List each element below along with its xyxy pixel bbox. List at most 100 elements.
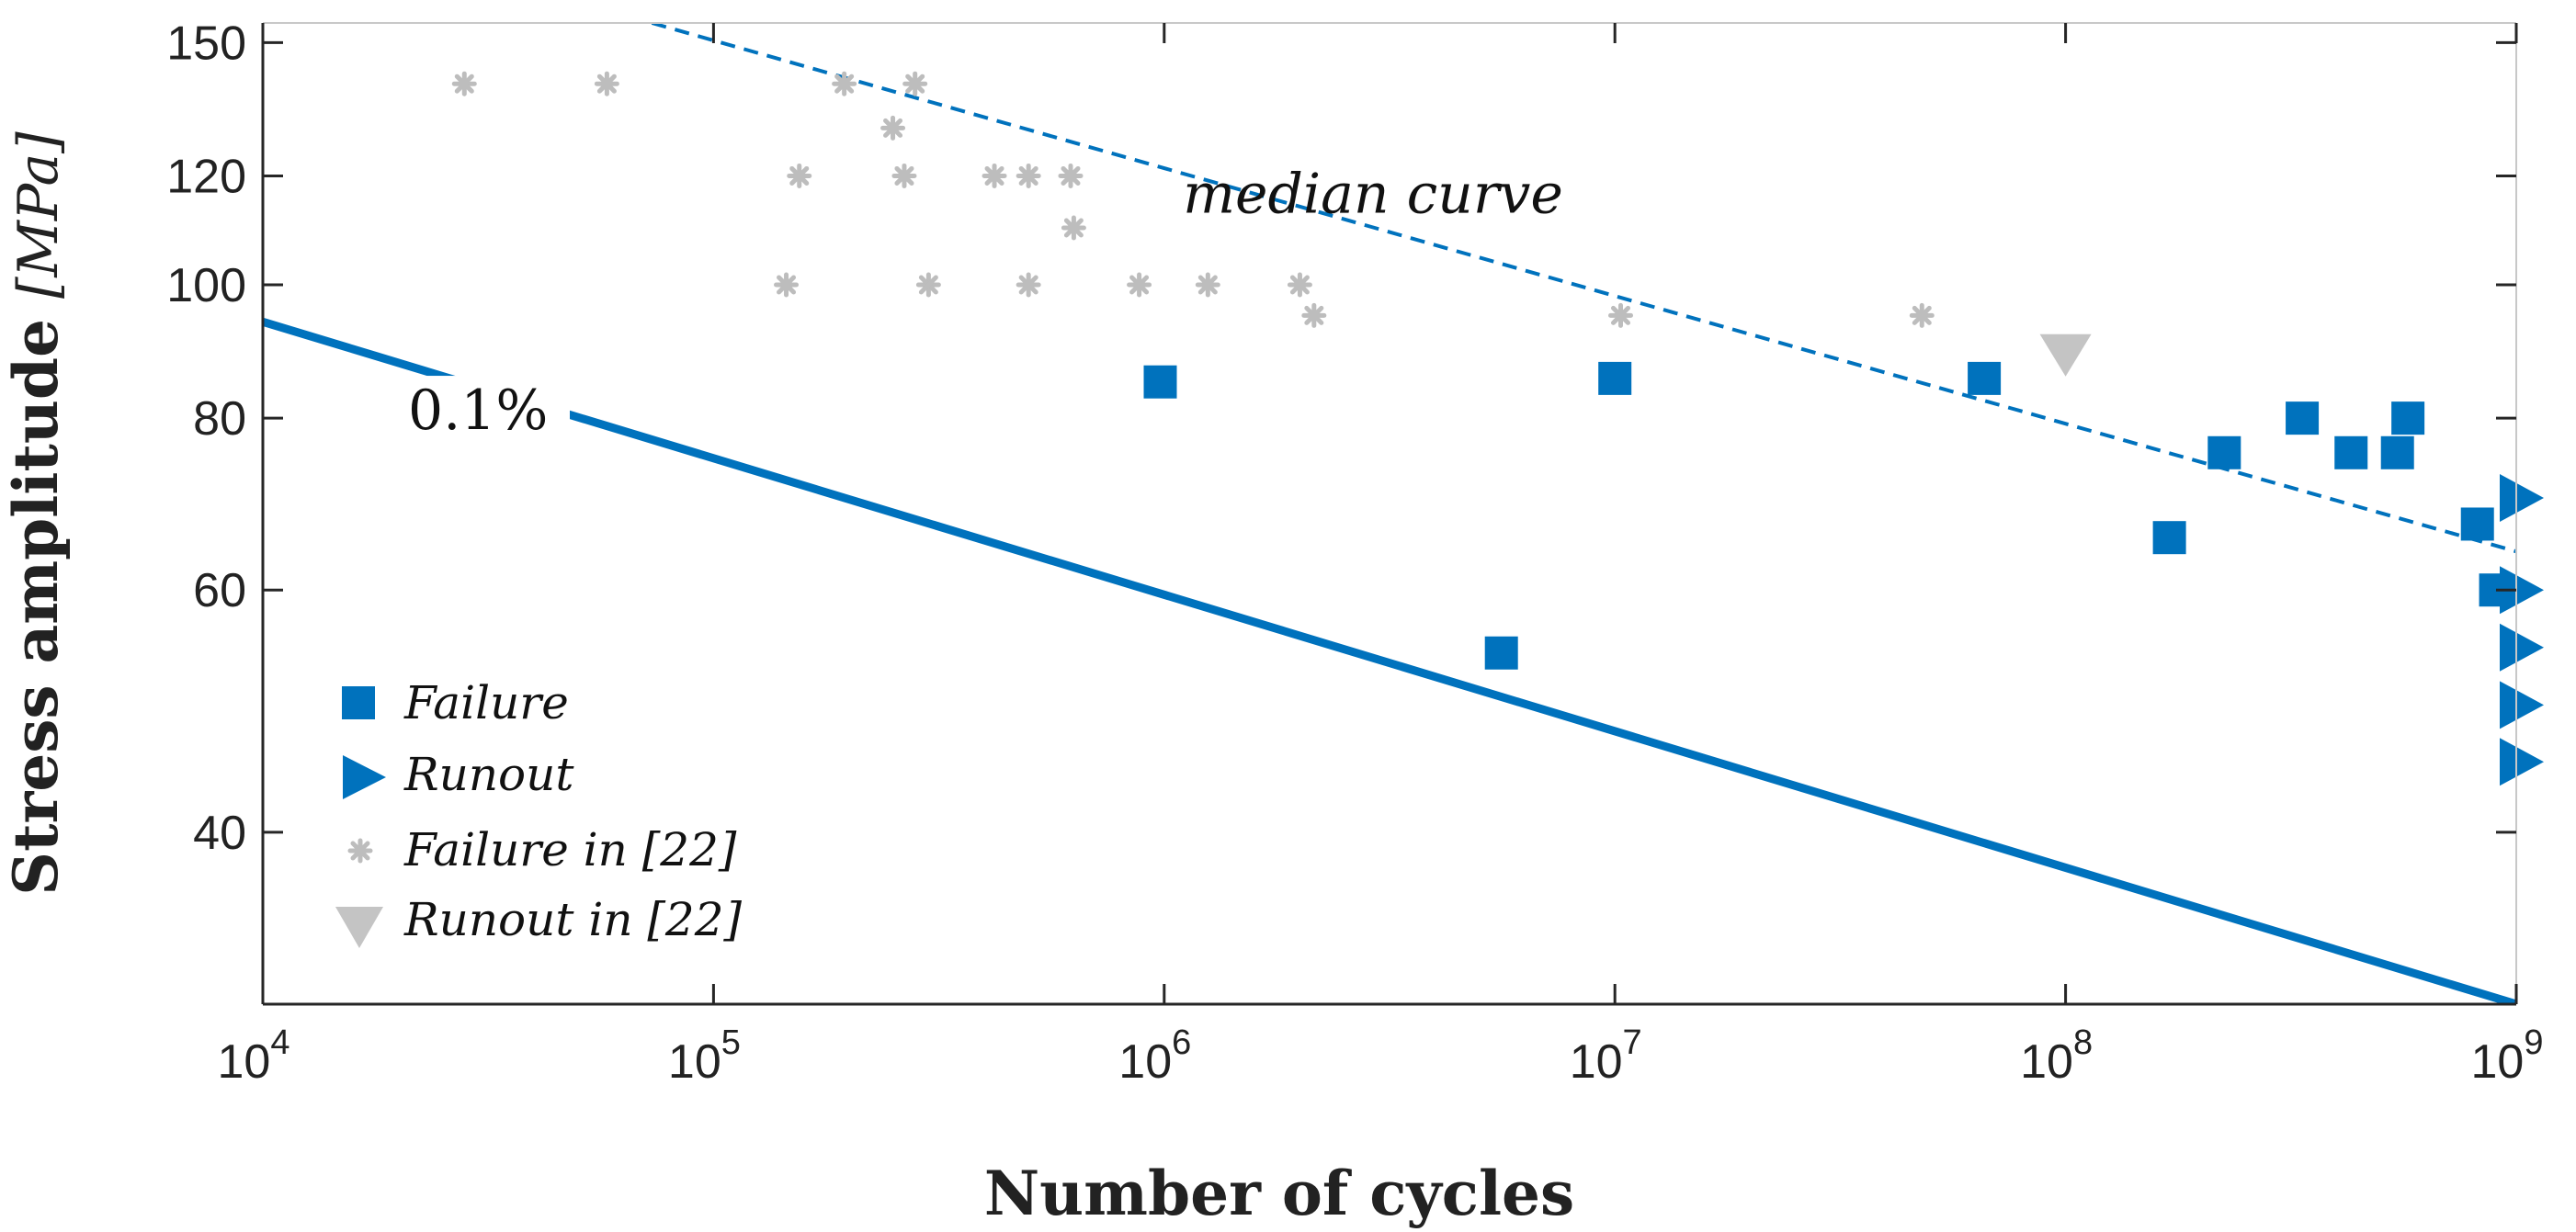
legend-failure-label: Failure bbox=[403, 676, 569, 729]
asterisk-stroke bbox=[1129, 275, 1150, 295]
failure-point bbox=[2286, 401, 2320, 435]
legend-runout-label: Runout bbox=[403, 748, 574, 801]
x-tick-exponent: 5 bbox=[721, 1023, 741, 1062]
failure-point bbox=[2380, 435, 2414, 469]
x-tick-label: 106 bbox=[1118, 1023, 1191, 1089]
failure-ref22-point bbox=[594, 71, 619, 96]
x-tick-exponent: 6 bbox=[1172, 1023, 1191, 1062]
failure-ref22-point bbox=[832, 71, 857, 96]
x-tick-base: 10 bbox=[2471, 1035, 2525, 1089]
failure-point bbox=[1968, 361, 2002, 395]
asterisk-stroke bbox=[1610, 305, 1630, 325]
failure-point bbox=[2152, 521, 2186, 555]
legend-runout-marker bbox=[343, 755, 386, 799]
asterisk-stroke bbox=[883, 118, 903, 138]
asterisk-stroke bbox=[894, 165, 914, 186]
percentile-line bbox=[263, 317, 2516, 1004]
legend-failure-marker bbox=[342, 686, 375, 719]
asterisk-stroke bbox=[1018, 165, 1038, 186]
failure-ref22-point bbox=[1287, 272, 1312, 298]
x-tick-base: 10 bbox=[668, 1035, 721, 1089]
failure-point bbox=[2207, 435, 2241, 469]
x-tick-base: 10 bbox=[1118, 1035, 1172, 1089]
failure-ref22-point bbox=[880, 115, 906, 141]
x-tick-exponent: 8 bbox=[2073, 1023, 2093, 1062]
failure-ref22-point bbox=[891, 163, 917, 188]
percentile-label: 0.1% bbox=[408, 379, 548, 443]
failure-ref22-point bbox=[1195, 272, 1220, 298]
y-tick-label: 150 bbox=[166, 17, 246, 70]
data-points bbox=[451, 71, 2544, 786]
failure-ref22-point bbox=[902, 71, 928, 96]
asterisk-stroke bbox=[905, 73, 925, 94]
failure-ref22-point bbox=[1061, 215, 1086, 241]
y-axis-title: Stress amplitude [MPa] bbox=[0, 131, 72, 896]
y-tick-label: 80 bbox=[193, 392, 246, 446]
failure-ref22-point bbox=[1607, 302, 1633, 328]
runout-point bbox=[2500, 473, 2544, 522]
asterisk-stroke bbox=[1304, 305, 1324, 325]
failure-ref22-point bbox=[1016, 272, 1041, 298]
failure-ref22-point bbox=[1909, 302, 1935, 328]
legend-failure22-marker bbox=[347, 838, 373, 864]
x-tick-base: 10 bbox=[2020, 1035, 2073, 1089]
runout-point bbox=[2500, 738, 2544, 786]
legend-runout22-marker bbox=[335, 907, 383, 948]
failure-point bbox=[2334, 435, 2368, 469]
x-tick-base: 10 bbox=[1570, 1035, 1623, 1089]
asterisk-stroke bbox=[454, 73, 474, 94]
failure-point bbox=[1484, 636, 1518, 670]
failure-ref22-point bbox=[451, 71, 477, 96]
failure-ref22-point bbox=[915, 272, 941, 298]
failure-ref22-point bbox=[982, 163, 1007, 188]
legend: Failure Runout Failure in [22] Runout in… bbox=[335, 676, 743, 948]
asterisk-stroke bbox=[777, 275, 797, 295]
runout-point bbox=[2500, 623, 2544, 672]
x-tick-label: 104 bbox=[218, 1023, 290, 1089]
failure-point bbox=[1598, 361, 1632, 395]
failure-ref22-point bbox=[1016, 163, 1041, 188]
runout-point bbox=[2500, 681, 2544, 729]
asterisk-stroke bbox=[918, 275, 938, 295]
x-tick-exponent: 4 bbox=[270, 1023, 289, 1062]
x-tick-label: 109 bbox=[2471, 1023, 2544, 1089]
asterisk-stroke bbox=[789, 165, 810, 186]
asterisk-stroke bbox=[1018, 275, 1038, 295]
y-tick-label: 100 bbox=[166, 259, 246, 312]
x-tick-exponent: 7 bbox=[1623, 1023, 1642, 1062]
asterisk-stroke bbox=[596, 73, 617, 94]
x-tick-base: 10 bbox=[218, 1035, 271, 1089]
runout-point bbox=[2500, 566, 2544, 615]
failure-ref22-point bbox=[1301, 302, 1327, 328]
asterisk-stroke bbox=[834, 73, 855, 94]
failure-ref22-point bbox=[774, 272, 800, 298]
failure-ref22-point bbox=[1058, 163, 1084, 188]
percentile-label-background bbox=[395, 376, 571, 443]
x-tick-label: 108 bbox=[2020, 1023, 2093, 1089]
asterisk-stroke bbox=[1912, 305, 1932, 325]
y-tick-label: 120 bbox=[166, 150, 246, 203]
failure-ref22-point bbox=[787, 163, 812, 188]
failure-point bbox=[2391, 401, 2425, 435]
x-tick-label: 105 bbox=[668, 1023, 741, 1089]
asterisk-stroke bbox=[984, 165, 1004, 186]
asterisk-stroke bbox=[1197, 275, 1218, 295]
failure-point bbox=[2460, 507, 2494, 541]
legend-failure22-label: Failure in [22] bbox=[403, 823, 737, 876]
y-tick-label: 60 bbox=[193, 564, 246, 617]
asterisk-stroke bbox=[1063, 218, 1084, 238]
asterisk-stroke bbox=[1289, 275, 1310, 295]
axes-frame bbox=[261, 22, 2517, 1006]
runout-ref22-point bbox=[2039, 333, 2092, 377]
y-axis-unit: [MPa] bbox=[6, 131, 71, 299]
y-axis-title-label: Stress amplitude bbox=[0, 319, 72, 896]
asterisk-stroke bbox=[1061, 165, 1081, 186]
failure-ref22-point bbox=[1127, 272, 1152, 298]
x-tick-label: 107 bbox=[1570, 1023, 1642, 1089]
median-curve-line bbox=[651, 23, 2516, 554]
y-axis-title-text: Stress amplitude [MPa] bbox=[0, 131, 72, 896]
y-tick-label: 40 bbox=[193, 807, 246, 860]
x-axis-title: Number of cycles bbox=[984, 1158, 1574, 1229]
